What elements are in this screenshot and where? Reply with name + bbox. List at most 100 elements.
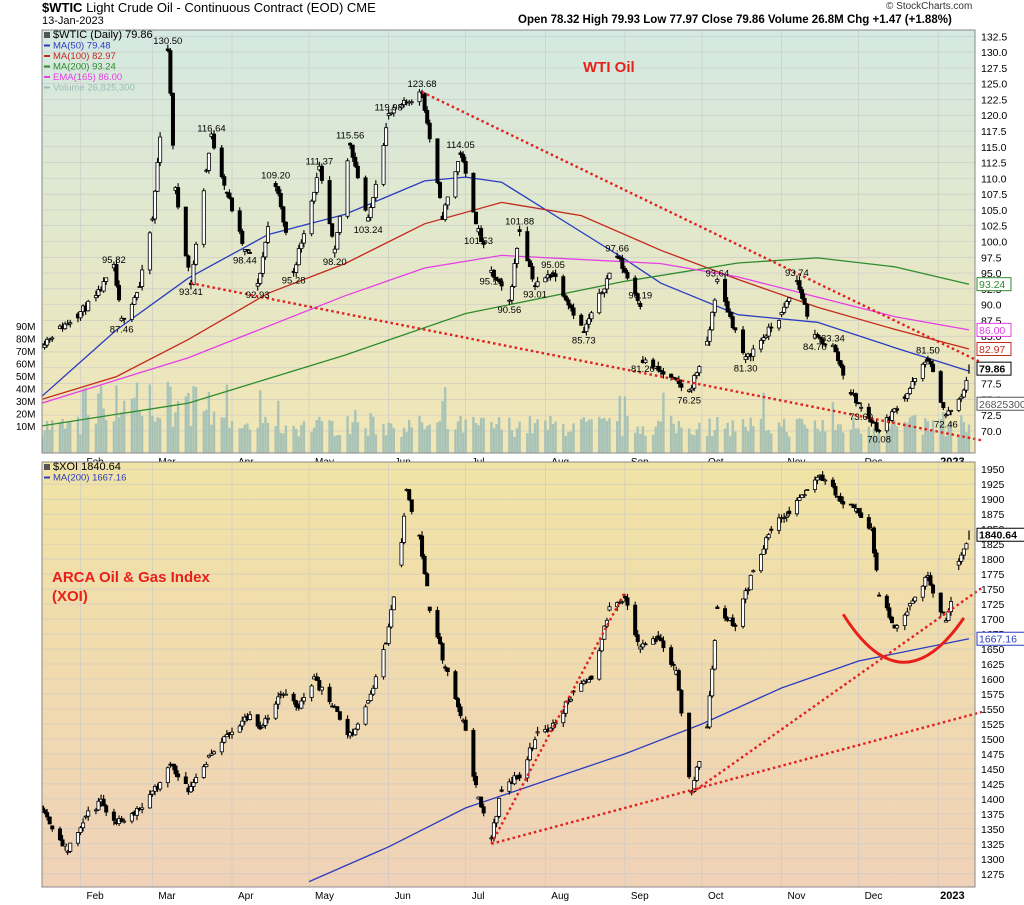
price-body: [96, 289, 101, 296]
price-body: [741, 329, 746, 354]
price-body: [599, 292, 604, 295]
ohlc-summary: Open 78.32 High 79.93 Low 77.97 Close 79…: [518, 14, 952, 26]
volume-bar: [836, 424, 840, 453]
volume-bar: [639, 433, 642, 453]
volume-bar: [795, 419, 799, 453]
price-body: [710, 311, 715, 331]
y-tick-label: 97.5: [981, 252, 1002, 264]
volume-bar: [120, 412, 123, 453]
price-body: [455, 161, 460, 173]
price-body: [165, 48, 170, 51]
price-body: [373, 183, 378, 199]
y-tick-label: 72.5: [981, 410, 1002, 422]
price-body: [884, 595, 889, 609]
volume-bar: [48, 429, 51, 453]
price-body: [294, 264, 299, 273]
volume-bar: [641, 426, 645, 453]
price-body: [902, 614, 907, 627]
price-body: [715, 606, 720, 610]
volume-bar: [749, 417, 752, 453]
volume-tick-label: 70M: [16, 347, 35, 358]
price-body: [435, 610, 440, 638]
trendline: [421, 90, 983, 364]
price-body: [841, 365, 846, 376]
price-body: [425, 109, 430, 124]
volume-bar: [526, 433, 529, 453]
volume-bar: [366, 435, 370, 453]
volume-bar: [277, 400, 280, 453]
y-tick-label: 1600: [981, 674, 1005, 686]
volume-bar: [888, 427, 891, 453]
price-body: [65, 850, 70, 853]
price-body: [877, 594, 882, 597]
volume-bar: [777, 422, 781, 453]
volume-bar: [261, 423, 265, 453]
volume-bar: [441, 400, 444, 453]
x-tick-label: 2023: [940, 890, 964, 902]
price-body: [222, 176, 227, 186]
volume-bar: [497, 417, 501, 453]
price-body: [607, 606, 612, 611]
volume-bar: [872, 428, 876, 453]
price-body: [299, 700, 304, 709]
price-body: [620, 258, 625, 269]
price-body: [615, 255, 620, 258]
volume-bar: [662, 392, 665, 453]
price-body: [622, 268, 627, 273]
y-tick-label: 1450: [981, 764, 1005, 776]
volume-bar: [223, 417, 226, 453]
x-tick-label: Dec: [865, 891, 883, 902]
price-body: [802, 494, 807, 497]
price-body: [222, 736, 227, 743]
price-body: [746, 589, 751, 592]
price-body: [491, 269, 496, 278]
price-body: [956, 398, 961, 411]
price-body: [815, 334, 820, 338]
price-body: [692, 780, 697, 792]
volume-bar: [69, 421, 72, 453]
y-tick-label: 132.5: [981, 31, 1007, 43]
price-body: [530, 266, 535, 280]
volume-bar: [328, 420, 331, 453]
price-body: [265, 717, 270, 720]
volume-bar: [677, 421, 681, 453]
price-body: [57, 828, 62, 841]
volume-bar: [515, 428, 519, 453]
volume-bar: [243, 424, 247, 453]
price-body: [553, 273, 558, 278]
volume-bar: [549, 415, 552, 453]
price-body: [386, 626, 391, 644]
price-body: [728, 311, 733, 317]
price-body: [445, 667, 450, 673]
volume-bar: [282, 433, 285, 453]
price-body: [854, 393, 859, 404]
price-body: [140, 269, 145, 287]
y-tick-label: 102.5: [981, 221, 1007, 233]
price-body: [473, 211, 478, 225]
price-body: [787, 297, 792, 302]
volume-bar: [600, 418, 603, 453]
volume-bar: [438, 420, 442, 453]
volume-bar: [115, 385, 118, 453]
price-body: [296, 248, 301, 266]
y-tick-label: 1325: [981, 839, 1005, 851]
price-body: [75, 832, 80, 844]
volume-bar: [338, 435, 342, 453]
volume-bar: [333, 436, 336, 453]
price-body: [859, 406, 864, 409]
volume-bar: [256, 427, 259, 453]
volume-bar: [623, 396, 627, 453]
price-body: [805, 304, 810, 317]
volume-bar: [731, 420, 734, 453]
price-body: [212, 133, 217, 149]
price-body: [638, 646, 643, 650]
volume-bar: [924, 418, 927, 453]
y-tick-label: 1425: [981, 779, 1005, 791]
price-body: [712, 640, 717, 670]
price-body: [887, 607, 892, 618]
volume-bar: [929, 431, 932, 453]
price-body: [586, 318, 591, 325]
plot-frame: [41, 29, 976, 454]
y-tick-label: 1550: [981, 704, 1005, 716]
volume-bar: [443, 387, 447, 453]
